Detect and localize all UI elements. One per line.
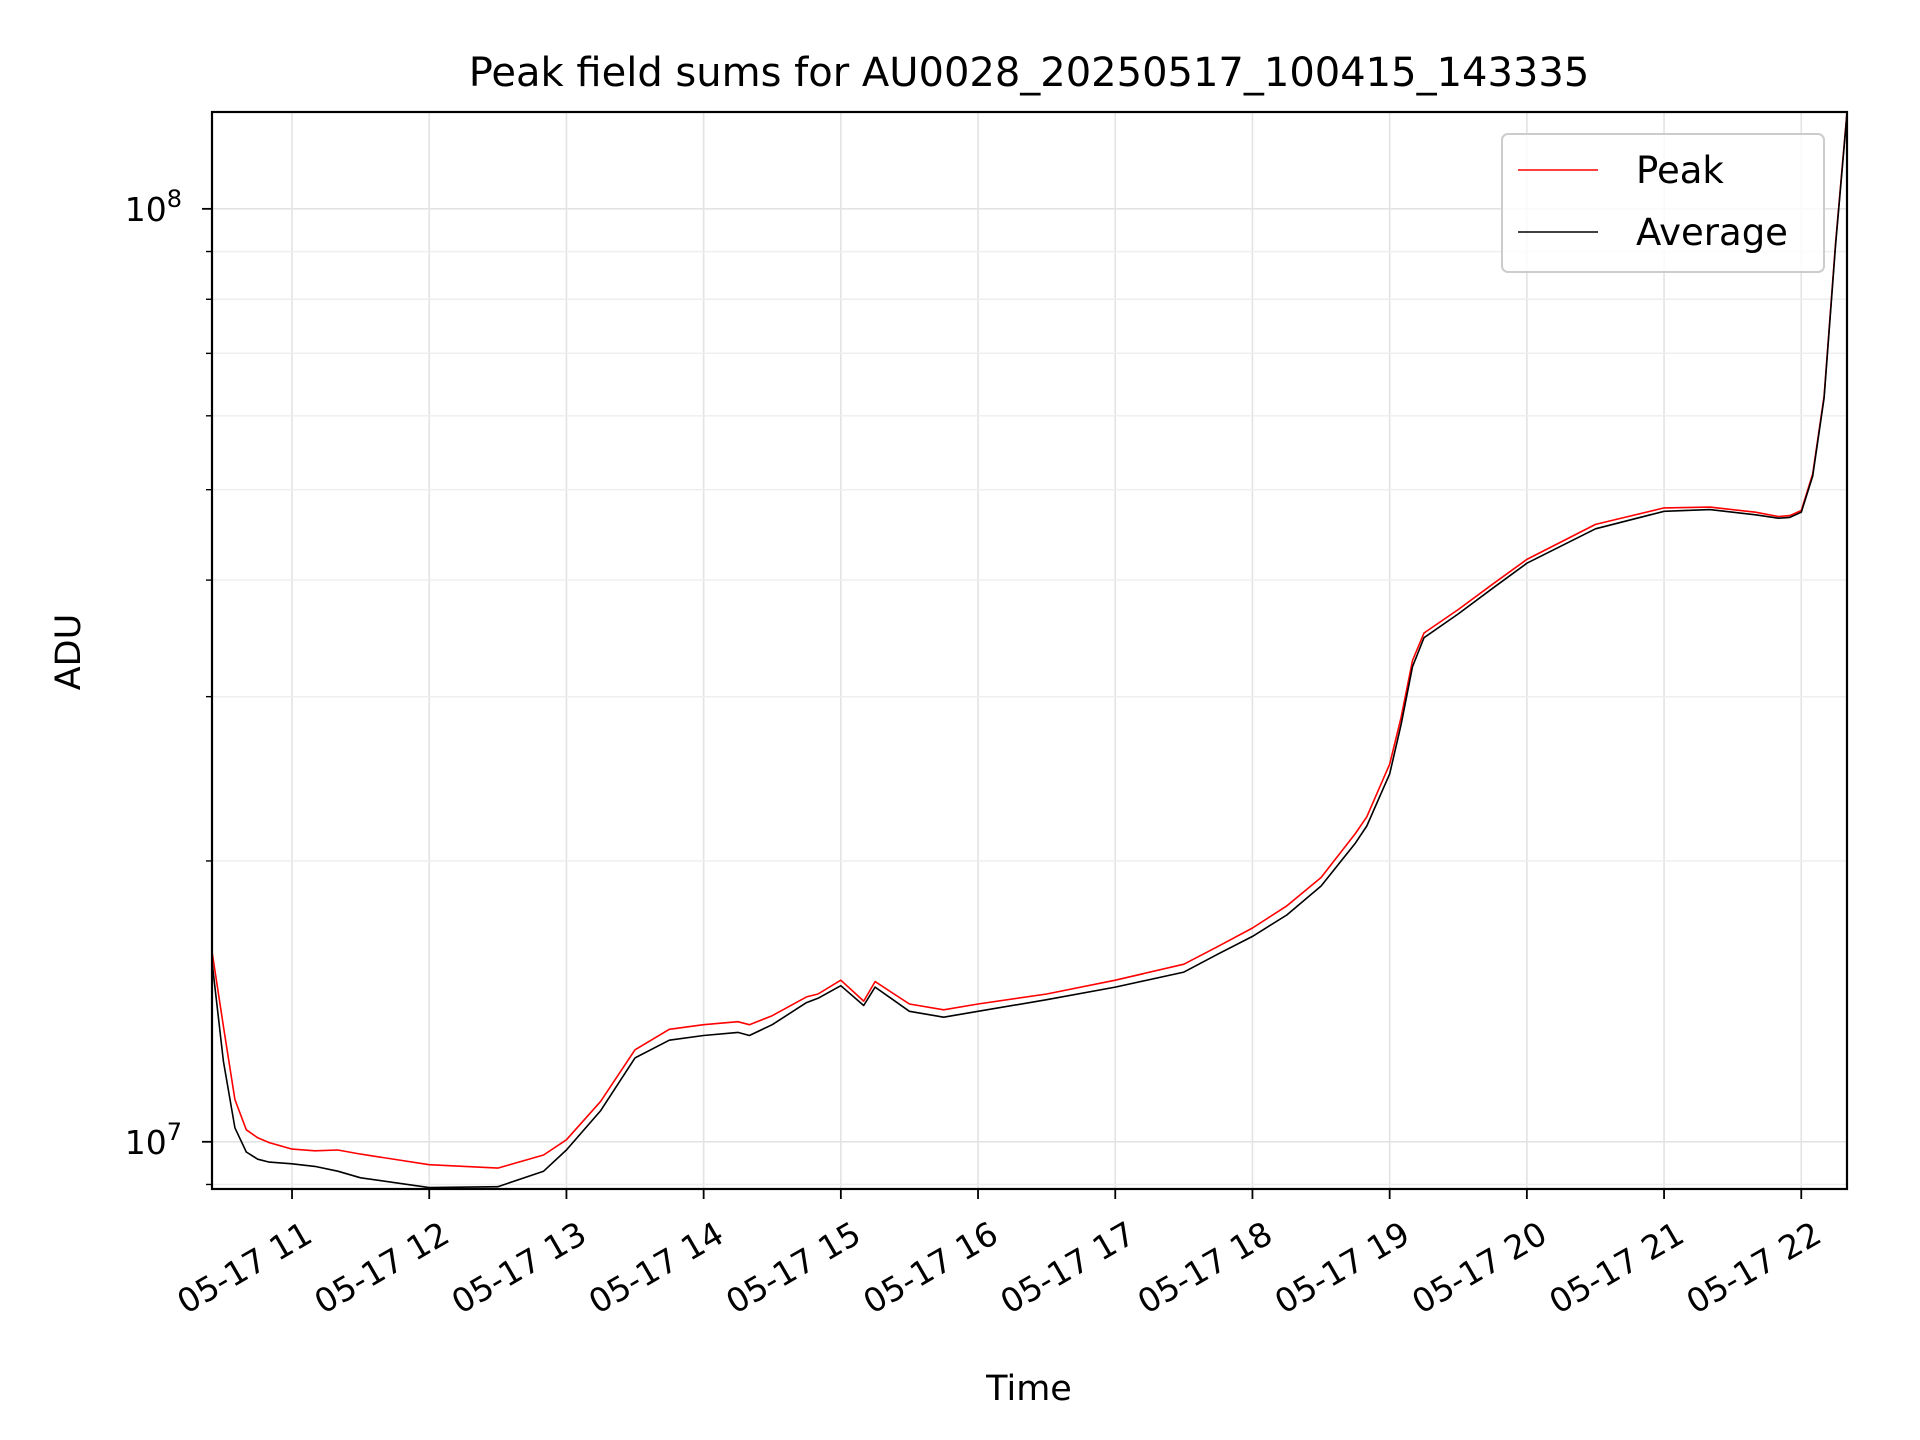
- legend-label-peak: Peak: [1636, 149, 1724, 192]
- series-line-peak: [211, 111, 1848, 1169]
- plot-frame: [210, 110, 1849, 1191]
- y-tick-exponent: 7: [167, 1118, 182, 1146]
- y-tick-exponent: 8: [167, 185, 182, 213]
- y-axis-label: ADU: [49, 614, 89, 691]
- series-line-average: [211, 113, 1848, 1189]
- y-tick-label: 107: [125, 1118, 182, 1162]
- plot-lines: [211, 111, 1848, 1189]
- legend-label-average: Average: [1636, 211, 1788, 254]
- y-tick-base: 10: [125, 190, 167, 229]
- x-axis-label: Time: [985, 1369, 1072, 1409]
- grid-lines: [212, 112, 1847, 1189]
- chart-title: Peak field sums for AU0028_20250517_1004…: [469, 50, 1590, 96]
- y-tick-label: 108: [125, 185, 182, 229]
- legend-box: [1501, 133, 1825, 273]
- legend: Peak Average: [1501, 133, 1825, 273]
- y-tick-base: 10: [125, 1123, 167, 1162]
